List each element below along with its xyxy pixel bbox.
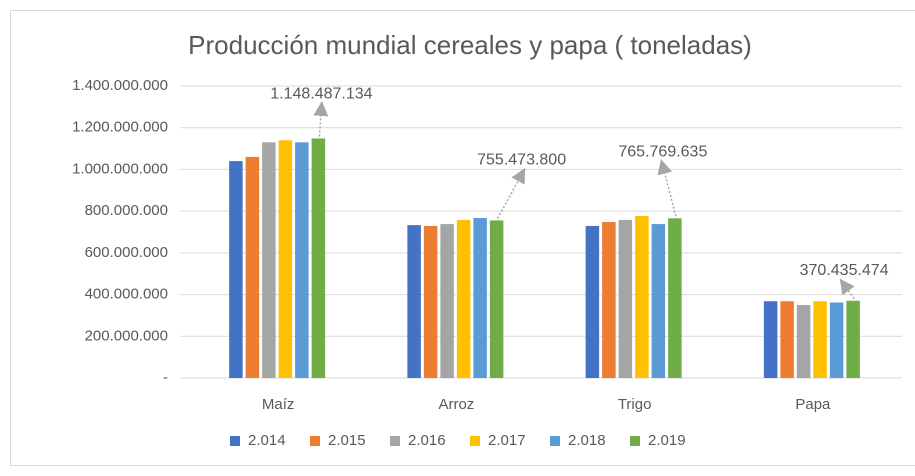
bar bbox=[602, 221, 616, 378]
y-tick-label: 1.400.000.000 bbox=[72, 77, 168, 94]
x-tick-label: Papa bbox=[795, 396, 831, 413]
y-tick-label: - bbox=[163, 369, 168, 386]
y-tick-label: 200.000.000 bbox=[85, 327, 168, 344]
legend-label: 2.015 bbox=[328, 432, 366, 449]
bar bbox=[278, 140, 293, 378]
y-tick-label: 800.000.000 bbox=[85, 202, 168, 219]
y-tick-label: 400.000.000 bbox=[85, 286, 168, 303]
bar bbox=[456, 219, 471, 378]
bar bbox=[229, 161, 243, 378]
y-tick-label: 1.000.000.000 bbox=[72, 160, 168, 177]
bar bbox=[635, 215, 649, 378]
legend-swatch bbox=[630, 436, 640, 446]
bar bbox=[813, 301, 827, 378]
legend-swatch bbox=[550, 436, 560, 446]
x-tick-label: Maíz bbox=[262, 396, 295, 413]
legend-label: 2.017 bbox=[488, 432, 526, 449]
label-arrow bbox=[313, 100, 329, 137]
legend-swatch bbox=[230, 436, 240, 446]
bar bbox=[262, 142, 276, 378]
bar bbox=[618, 219, 633, 378]
legend-label: 2.014 bbox=[248, 432, 286, 449]
bar bbox=[423, 225, 438, 378]
bar bbox=[245, 156, 260, 378]
legend-label: 2.018 bbox=[568, 432, 606, 449]
legend-swatch bbox=[310, 436, 320, 446]
bar bbox=[489, 220, 504, 378]
x-tick-label: Arroz bbox=[438, 396, 474, 413]
data-label: 370.435.474 bbox=[800, 262, 889, 279]
label-arrow bbox=[496, 167, 526, 219]
legend-swatch bbox=[390, 436, 400, 446]
bar bbox=[829, 302, 844, 378]
data-label: 765.769.635 bbox=[618, 144, 707, 161]
legend-label: 2.016 bbox=[408, 432, 446, 449]
bar bbox=[407, 225, 421, 378]
bar bbox=[295, 142, 309, 378]
label-arrow bbox=[839, 278, 855, 300]
bar bbox=[473, 218, 487, 378]
chart-title: Producción mundial cereales y papa ( ton… bbox=[188, 30, 752, 60]
data-label: 755.473.800 bbox=[477, 152, 566, 169]
bar bbox=[668, 218, 682, 378]
bar bbox=[311, 138, 326, 378]
y-tick-label: 600.000.000 bbox=[85, 244, 168, 261]
legend-label: 2.019 bbox=[648, 432, 686, 449]
legend-swatch bbox=[470, 436, 480, 446]
bar bbox=[780, 301, 794, 378]
bar bbox=[651, 224, 666, 378]
bar bbox=[585, 225, 600, 378]
y-tick-label: 1.200.000.000 bbox=[72, 119, 168, 136]
bar bbox=[763, 301, 778, 378]
bar bbox=[796, 305, 811, 378]
x-tick-label: Trigo bbox=[618, 396, 652, 413]
label-arrow bbox=[657, 159, 677, 217]
bar bbox=[440, 224, 454, 378]
bar bbox=[846, 300, 860, 378]
data-label: 1.148.487.134 bbox=[270, 86, 372, 103]
